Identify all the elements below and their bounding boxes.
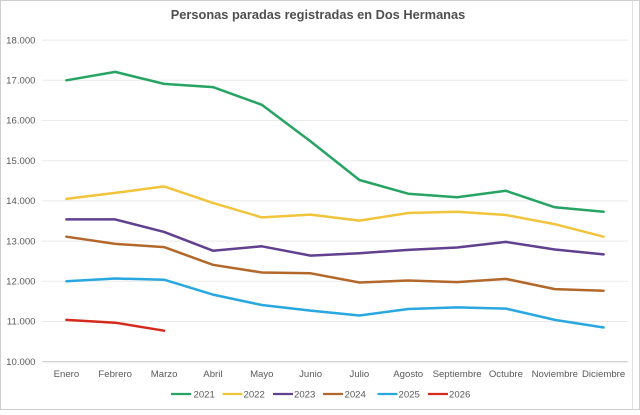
svg-text:14.000: 14.000 xyxy=(6,196,35,207)
svg-text:Octubre: Octubre xyxy=(489,369,523,380)
svg-text:Mayo: Mayo xyxy=(250,369,273,380)
svg-text:Noviembre: Noviembre xyxy=(532,369,578,380)
svg-text:2025: 2025 xyxy=(399,389,420,400)
svg-text:Diciembre: Diciembre xyxy=(582,369,625,380)
svg-text:Marzo: Marzo xyxy=(151,369,178,380)
svg-text:11.000: 11.000 xyxy=(7,317,36,328)
svg-text:2022: 2022 xyxy=(244,389,265,400)
svg-text:Abril: Abril xyxy=(203,369,222,380)
svg-text:2021: 2021 xyxy=(194,389,215,400)
svg-text:Julio: Julio xyxy=(350,369,370,380)
svg-text:2024: 2024 xyxy=(345,389,367,400)
svg-text:15.000: 15.000 xyxy=(6,156,35,167)
svg-text:Personas paradas registradas e: Personas paradas registradas en Dos Herm… xyxy=(171,7,465,22)
svg-text:18.000: 18.000 xyxy=(6,35,35,46)
svg-text:13.000: 13.000 xyxy=(6,236,35,247)
svg-text:Septiembre: Septiembre xyxy=(433,369,482,380)
svg-text:2026: 2026 xyxy=(449,389,470,400)
svg-text:Febrero: Febrero xyxy=(98,369,132,380)
svg-text:Enero: Enero xyxy=(54,369,80,380)
svg-text:16.000: 16.000 xyxy=(6,116,35,127)
svg-text:Agosto: Agosto xyxy=(393,369,423,380)
svg-text:12.000: 12.000 xyxy=(6,277,35,288)
svg-text:Junio: Junio xyxy=(299,369,322,380)
svg-text:2023: 2023 xyxy=(294,389,315,400)
svg-text:17.000: 17.000 xyxy=(6,76,35,87)
svg-text:10.000: 10.000 xyxy=(6,357,35,368)
